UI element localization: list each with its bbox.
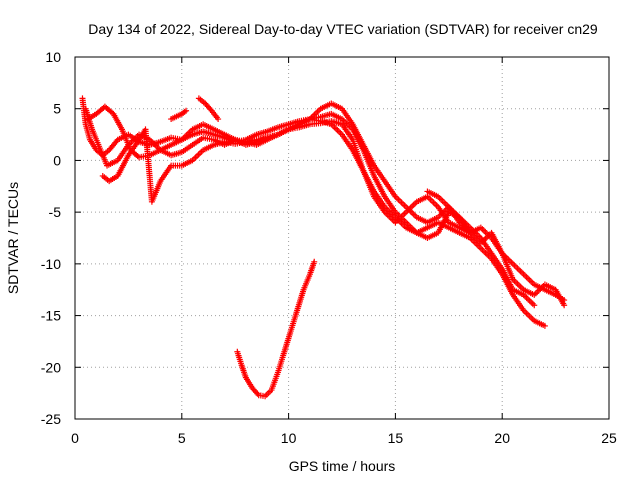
y-tick-label: -25	[41, 411, 61, 427]
x-tick-label: 5	[178, 430, 186, 446]
series-track-5	[168, 107, 190, 123]
data-point	[541, 322, 548, 329]
plot-frame	[74, 56, 610, 420]
y-tick-label: 10	[45, 49, 61, 65]
data-point	[311, 258, 318, 265]
data-point	[215, 116, 222, 123]
x-axis-label: GPS time / hours	[289, 458, 396, 474]
data-point	[531, 302, 538, 309]
chart-title: Day 134 of 2022, Sidereal Day-to-day VTE…	[88, 21, 598, 37]
series-track-7	[424, 188, 474, 236]
y-tick-label: -5	[49, 204, 62, 220]
x-tick-label: 15	[388, 430, 404, 446]
x-tick-label: 10	[281, 430, 297, 446]
series-track-8	[234, 258, 318, 400]
data-point	[561, 297, 568, 304]
series-track-4	[99, 118, 568, 304]
data-point	[467, 229, 474, 236]
y-tick-label: 0	[53, 152, 61, 168]
x-tick-label: 25	[601, 430, 617, 446]
x-tick-label: 0	[71, 430, 79, 446]
y-tick-label: -20	[41, 359, 61, 375]
y-tick-label: 5	[53, 101, 61, 117]
series-track-6	[195, 95, 222, 123]
y-tick-label: -15	[41, 308, 61, 324]
grid-layer	[75, 57, 609, 419]
y-axis-label: SDTVAR / TECUs	[5, 182, 21, 294]
y-tick-label: -10	[41, 256, 61, 272]
data-point	[561, 302, 568, 309]
data-point	[183, 107, 190, 114]
tick-layer	[74, 56, 610, 420]
tick-label-layer: 0 5 10 15 20 25 10 5 0 -5 -10 -15 -20 -25	[41, 49, 617, 446]
x-tick-label: 20	[494, 430, 510, 446]
data-points-layer	[79, 95, 568, 400]
